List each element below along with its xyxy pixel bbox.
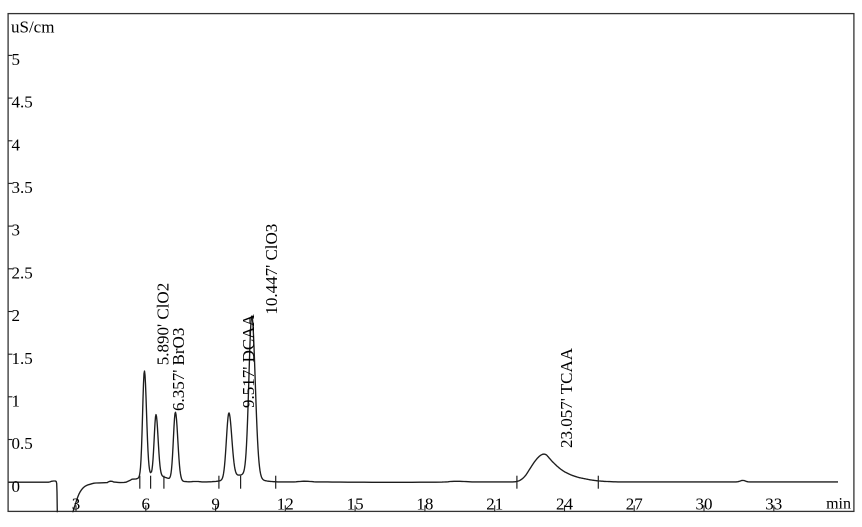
svg-text:3: 3 bbox=[72, 494, 81, 513]
svg-text:6: 6 bbox=[142, 494, 151, 513]
svg-text:5.890' ClO2: 5.890' ClO2 bbox=[154, 283, 173, 365]
svg-text:10.447' ClO3: 10.447' ClO3 bbox=[262, 224, 281, 315]
svg-text:3.5: 3.5 bbox=[12, 178, 33, 197]
svg-text:min: min bbox=[826, 495, 851, 512]
svg-text:15: 15 bbox=[347, 494, 364, 513]
svg-text:21: 21 bbox=[486, 494, 503, 513]
svg-text:18: 18 bbox=[416, 494, 433, 513]
svg-text:33: 33 bbox=[765, 494, 782, 513]
svg-text:27: 27 bbox=[626, 494, 644, 513]
svg-text:5: 5 bbox=[12, 50, 21, 69]
svg-text:uS/cm: uS/cm bbox=[11, 18, 54, 37]
svg-text:9.517' DCAA: 9.517' DCAA bbox=[239, 314, 258, 408]
svg-text:24: 24 bbox=[556, 494, 574, 513]
svg-text:2.5: 2.5 bbox=[12, 263, 33, 282]
svg-text:4.5: 4.5 bbox=[12, 93, 33, 112]
svg-text:30: 30 bbox=[696, 494, 713, 513]
svg-text:23.057' TCAA: 23.057' TCAA bbox=[557, 347, 576, 448]
svg-text:0.5: 0.5 bbox=[12, 434, 33, 453]
svg-text:12: 12 bbox=[277, 494, 294, 513]
svg-text:1.5: 1.5 bbox=[12, 349, 33, 368]
svg-text:0: 0 bbox=[12, 477, 21, 496]
svg-text:3: 3 bbox=[12, 221, 21, 240]
svg-text:4: 4 bbox=[12, 135, 21, 154]
svg-text:9: 9 bbox=[211, 494, 220, 513]
svg-text:2: 2 bbox=[12, 306, 21, 325]
svg-text:6.357' BrO3: 6.357' BrO3 bbox=[169, 328, 188, 411]
svg-text:1: 1 bbox=[12, 391, 21, 410]
